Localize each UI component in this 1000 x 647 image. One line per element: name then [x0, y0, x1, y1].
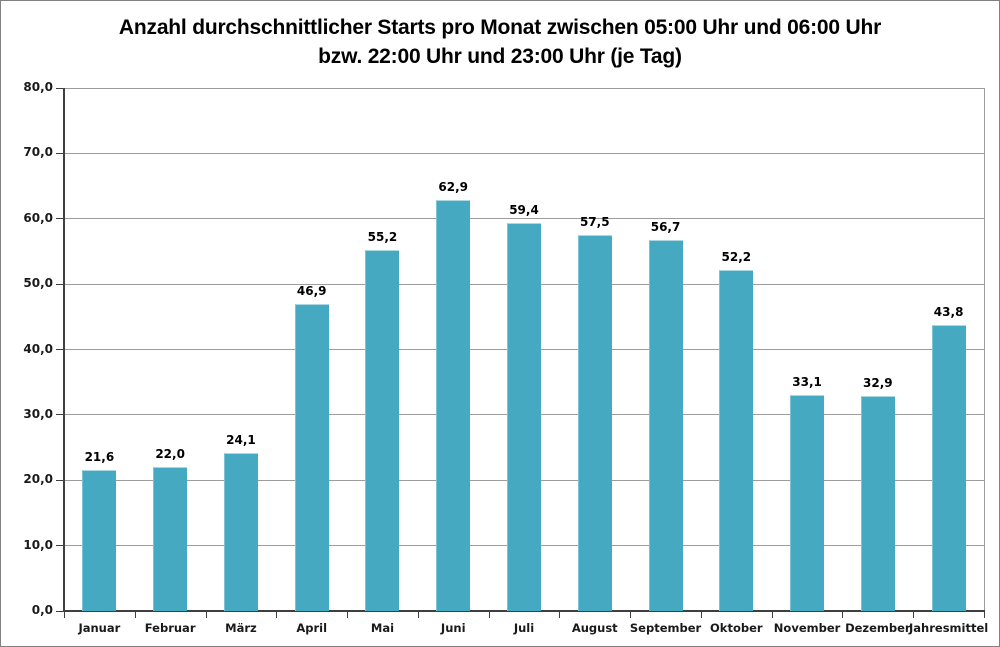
x-axis-tick [842, 612, 844, 618]
y-axis-tick-label: 50,0 [23, 276, 53, 291]
x-axis-category-label: Dezember [845, 621, 911, 635]
x-axis-tick [913, 612, 915, 618]
chart-title: Anzahl durchschnittlicher Starts pro Mon… [1, 13, 999, 71]
plot-right-border [984, 88, 985, 611]
bar [294, 304, 329, 611]
bar [648, 240, 683, 611]
x-axis-category-label: Jahresmittel [909, 621, 989, 635]
bar-value-label: 21,6 [84, 449, 115, 464]
y-axis-tick-label: 0,0 [31, 603, 53, 617]
chart-title-line-2: bzw. 22:00 Uhr und 23:00 Uhr (je Tag) [318, 45, 682, 68]
bar [436, 199, 471, 611]
y-axis-tick-label: 10,0 [23, 537, 53, 552]
x-axis-tick [417, 612, 419, 618]
bar-value-label: 62,9 [438, 179, 469, 194]
bar [507, 222, 541, 611]
x-axis-category-label: August [571, 621, 618, 635]
y-axis-tick [56, 610, 64, 612]
x-axis-tick [771, 612, 773, 618]
x-axis-category-label: Juli [513, 621, 535, 635]
y-axis-tick [56, 349, 64, 350]
y-axis-tick [56, 218, 64, 220]
y-axis-tick [56, 283, 64, 285]
y-axis-tick [56, 545, 64, 547]
bar-value-label: 59,4 [509, 202, 539, 217]
x-axis-tick [205, 612, 207, 618]
bar [365, 250, 400, 611]
x-axis-category-label: Februar [144, 621, 196, 635]
bar [82, 469, 117, 611]
y-axis-tick [56, 87, 64, 89]
gridline [64, 87, 984, 89]
y-axis-tick-label: 40,0 [23, 341, 53, 356]
bar-value-label: 46,9 [296, 284, 327, 299]
y-axis-tick-label: 60,0 [23, 210, 53, 225]
bar [931, 324, 966, 611]
x-axis-tick [134, 612, 136, 618]
y-axis-tick-label: 70,0 [23, 145, 53, 160]
x-axis-category-label: Juni [440, 621, 466, 635]
y-axis-line [63, 88, 65, 612]
y-axis-tick [56, 152, 64, 154]
bar [860, 395, 895, 611]
x-axis-tick [700, 612, 702, 618]
bar-value-label: 56,7 [650, 220, 681, 235]
y-axis-tick-label: 20,0 [23, 472, 53, 487]
bar [790, 394, 825, 611]
y-axis-tick [56, 414, 64, 416]
gridline [64, 218, 984, 220]
bar-value-label: 57,5 [579, 215, 610, 230]
chart-title-line-1: Anzahl durchschnittlicher Starts pro Mon… [118, 16, 882, 39]
x-axis-tick [630, 612, 632, 618]
gridline [64, 152, 984, 154]
bar [153, 467, 188, 611]
x-axis-category-label: Januar [78, 621, 121, 635]
x-axis-tick [276, 612, 278, 618]
x-axis-category-label: März [225, 621, 257, 635]
bar-value-label: 24,1 [226, 433, 256, 448]
x-axis-category-label: November [773, 621, 841, 635]
x-axis-tick [984, 612, 985, 618]
x-axis-tick [488, 612, 490, 618]
bar [223, 453, 258, 611]
bar-value-label: 43,8 [933, 304, 964, 319]
x-axis-tick [64, 612, 65, 618]
bar-value-label: 33,1 [792, 374, 822, 389]
bar-value-label: 22,0 [155, 447, 185, 462]
y-axis-tick [56, 479, 64, 481]
x-axis-category-label: Mai [370, 621, 395, 635]
bar [719, 269, 754, 611]
bar-value-label: 32,9 [863, 375, 893, 390]
bar [577, 235, 612, 611]
x-axis-category-label: April [296, 621, 328, 635]
y-axis-tick-label: 30,0 [23, 406, 53, 421]
bar-value-label: 52,2 [721, 249, 752, 264]
x-axis-category-label: September [629, 621, 702, 635]
x-axis-category-label: Oktober [710, 621, 763, 635]
x-axis-line [63, 610, 985, 612]
x-axis-tick [347, 612, 349, 618]
x-axis-tick [559, 612, 561, 618]
bar-value-label: 55,2 [367, 230, 398, 245]
y-axis-tick-label: 80,0 [23, 80, 53, 94]
